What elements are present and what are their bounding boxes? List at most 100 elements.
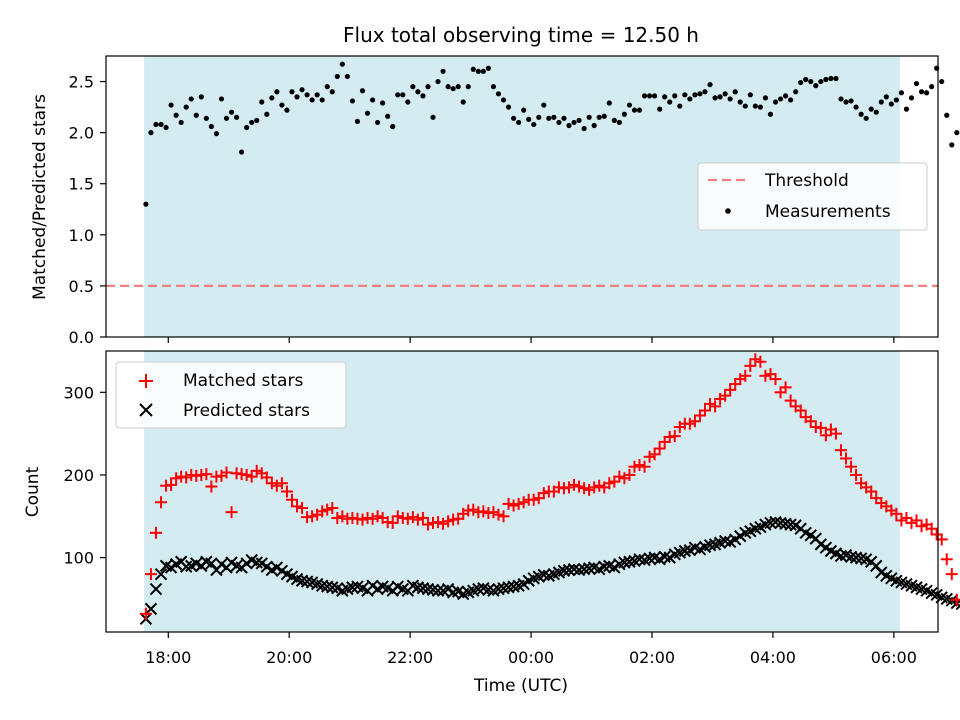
predicted-star-point: [582, 562, 596, 575]
measurement-point: [803, 76, 809, 83]
measurement-point: [667, 99, 673, 105]
matched-star-point: [306, 510, 319, 523]
matched-star-point: [719, 389, 732, 402]
matched-star-point: [704, 397, 717, 410]
top-x-ticks: [167, 337, 895, 343]
matched-star-point: [165, 478, 178, 491]
predicted-star-point: [598, 560, 611, 573]
measurement-point: [808, 78, 814, 85]
measurement-point: [611, 117, 617, 123]
measurement-point: [203, 115, 209, 121]
matched-star-point: [497, 510, 510, 523]
measurement-point: [596, 114, 602, 120]
x-tick-label: 00:00: [508, 648, 554, 667]
measurement-point: [521, 107, 527, 113]
measurement-point: [873, 109, 879, 115]
measurement-point: [385, 113, 391, 119]
measurement-point: [798, 79, 804, 86]
y-tick-label: 1.5: [69, 175, 94, 194]
predicted-star-point: [870, 559, 883, 573]
matched-star-point: [562, 481, 575, 494]
y-tick-label: 0.5: [69, 277, 94, 296]
measurement-point: [566, 122, 572, 129]
measurement-point: [687, 96, 693, 102]
y-tick-label: 2.0: [69, 124, 94, 143]
measurement-point: [480, 68, 486, 74]
matched-star-point: [814, 421, 827, 434]
measurement-point: [259, 99, 265, 105]
matched-star-point: [668, 430, 681, 443]
measurement-point: [843, 99, 849, 105]
matched-star-point: [527, 493, 540, 506]
measurement-point: [818, 78, 824, 85]
legend-measurements-label: Measurements: [765, 202, 891, 222]
matched-star-point: [633, 459, 646, 472]
y-tick-label: 0.0: [69, 328, 94, 347]
measurement-point: [445, 84, 451, 90]
predicted-star-point: [502, 581, 515, 594]
x-tick-label: 04:00: [750, 648, 796, 667]
measurement-point: [949, 142, 955, 148]
matched-star-point: [275, 477, 288, 490]
predicted-star-point: [482, 583, 495, 597]
matched-star-point: [754, 355, 767, 368]
predicted-star-point: [250, 556, 263, 569]
measurement-point: [435, 78, 441, 85]
measurement-point: [541, 102, 547, 108]
measurement-point: [324, 84, 330, 90]
measurement-point: [269, 95, 275, 101]
measurement-point: [168, 102, 174, 108]
predicted-star-point: [295, 574, 309, 587]
measurement-point: [657, 106, 663, 112]
matched-star-point: [467, 503, 480, 516]
measurement-point: [400, 92, 406, 98]
measurement-point: [682, 92, 688, 98]
matched-star-point: [270, 479, 283, 492]
measurement-point: [737, 99, 743, 105]
measurement-point: [309, 97, 315, 103]
top-panel: 0.0 0.5 1.0 1.5 2.0 2.5 Matched/Predicted sta…: [30, 55, 960, 347]
bottom-y-axis-label: Count: [23, 466, 43, 517]
matched-star-point: [502, 497, 515, 510]
matched-star-point: [568, 478, 581, 491]
measurement-point: [954, 130, 960, 136]
predicted-star-point: [421, 582, 435, 596]
measurement-point: [641, 93, 648, 99]
matched-star-point: [285, 493, 298, 506]
matched-star-point: [316, 505, 329, 518]
predicted-star-point: [623, 555, 636, 568]
measurement-point: [727, 96, 733, 102]
measurement-point: [536, 114, 542, 120]
matched-star-point: [180, 471, 193, 484]
predicted-star-point: [834, 549, 848, 563]
measurement-point: [188, 96, 194, 102]
matched-star-point: [643, 450, 656, 463]
predicted-star-point: [849, 551, 863, 564]
predicted-star-point: [764, 516, 777, 530]
measurement-point: [581, 125, 587, 132]
measurement-point: [395, 92, 401, 98]
top-legend-box: [697, 162, 928, 231]
matched-star-point: [724, 383, 737, 396]
matched-star-point: [593, 479, 606, 492]
matched-star-point: [331, 511, 344, 524]
measurement-point: [339, 61, 345, 67]
matched-star-point: [850, 468, 863, 481]
measurement-point: [606, 100, 612, 106]
matched-star-point: [280, 485, 293, 498]
matched-star-point: [406, 511, 419, 524]
matched-star-point: [895, 514, 908, 527]
legend-predicted-label: Predicted stars: [183, 401, 310, 421]
measurement-point: [732, 89, 738, 95]
measurement-point: [621, 111, 627, 117]
matched-star-point: [401, 512, 414, 525]
measurement-point: [924, 90, 930, 96]
measurement-point: [908, 95, 915, 101]
measurement-point: [591, 122, 597, 129]
bottom-x-ticks: 18:00 20:00 22:00 00:00 02:00 04:00 06:00: [145, 632, 917, 667]
legend-predicted-swatch: [139, 403, 153, 417]
matched-star-point: [326, 502, 339, 515]
measurement-point: [178, 119, 184, 126]
measurement-point: [742, 103, 748, 109]
measurement-point: [777, 96, 784, 102]
